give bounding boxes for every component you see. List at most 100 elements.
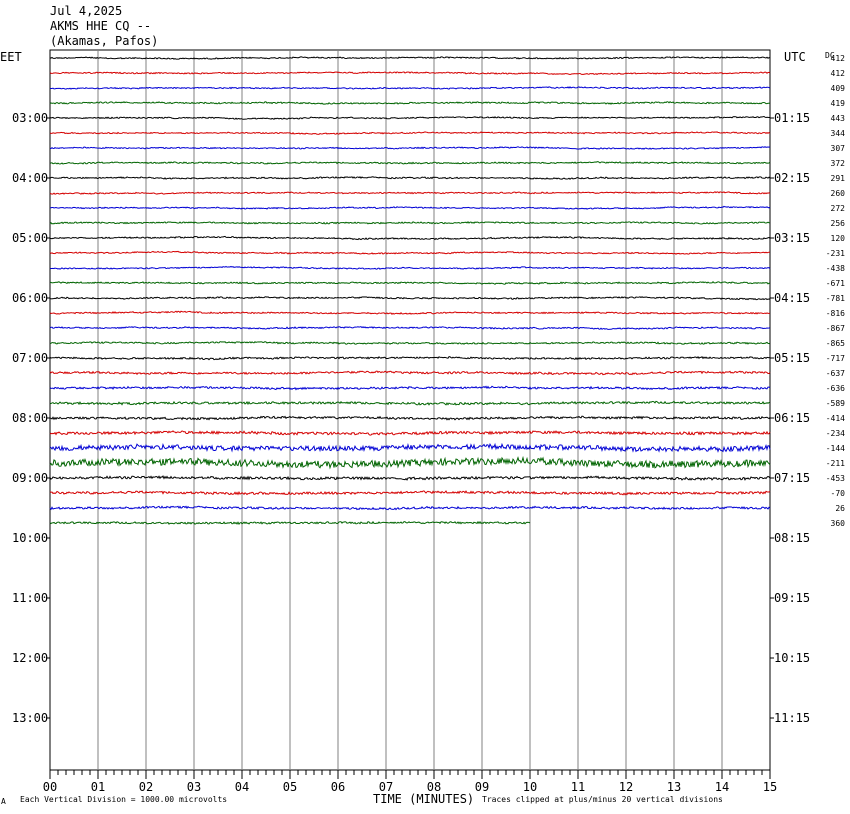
trace-line (49, 475, 771, 481)
scale-note: Each Vertical Division = 1000.00 microvo… (20, 795, 227, 804)
dc-offset-label: 26 (835, 504, 845, 513)
trace-line (49, 235, 771, 241)
dc-offset-label: 360 (831, 519, 846, 528)
trace-line (49, 415, 771, 421)
left-time-label: 09:00 (12, 471, 48, 485)
trace-line (49, 356, 771, 361)
dc-offset-label: -867 (826, 324, 845, 333)
left-time-label: 06:00 (12, 291, 48, 305)
x-axis: 00 01 02 03 04 05 06 07 08 09 10 11 12 13 14 15 (43, 770, 777, 794)
dc-offset-label: 256 (831, 219, 846, 228)
dc-offset-label: 412 (831, 69, 846, 78)
right-time-label: 07:15 (774, 471, 810, 485)
trace-line (49, 191, 771, 195)
right-timezone-label: UTC (784, 50, 806, 64)
trace-line (49, 86, 771, 90)
x-tick-label: 11 (571, 780, 585, 794)
station-location: (Akamas, Pafos) (50, 34, 158, 48)
time-labels: 03:00 01:15 04:00 02:15 05:00 03:15 06:00 04:15… (12, 111, 810, 725)
dc-offset-label: 419 (831, 99, 846, 108)
left-time-label: 11:00 (12, 591, 48, 605)
trace-line (49, 520, 531, 525)
trace-line (49, 221, 771, 225)
minute-gridlines (97, 50, 723, 770)
x-tick-label: 00 (43, 780, 57, 794)
trace-line (49, 265, 771, 270)
trace-line (49, 115, 771, 120)
left-time-label: 10:00 (12, 531, 48, 545)
dc-offset-label: 120 (831, 234, 846, 243)
dc-offset-label: -144 (826, 444, 845, 453)
dc-offset-label: 372 (831, 159, 846, 168)
trace-line (49, 176, 771, 180)
left-time-label: 03:00 (12, 111, 48, 125)
x-tick-label: 07 (379, 780, 393, 794)
dc-offset-label: -414 (826, 414, 845, 423)
left-time-label: 08:00 (12, 411, 48, 425)
x-tick-label: 10 (523, 780, 537, 794)
x-tick-label: 15 (763, 780, 777, 794)
trace-line (49, 442, 771, 453)
trace-line (49, 505, 771, 511)
right-time-label: 01:15 (774, 111, 810, 125)
x-tick-label: 01 (91, 780, 105, 794)
trace-line (49, 56, 771, 60)
dc-offset-label: 412 (831, 54, 846, 63)
trace-line (49, 430, 771, 436)
x-tick-label: 02 (139, 780, 153, 794)
trace-line (49, 455, 771, 470)
x-tick-label: 04 (235, 780, 249, 794)
seismic-traces (49, 56, 771, 525)
dc-offset-label: 443 (831, 114, 846, 123)
x-tick-label: 12 (619, 780, 633, 794)
left-time-label: 12:00 (12, 651, 48, 665)
dc-offset-label: -636 (826, 384, 845, 393)
x-tick-label: 13 (667, 780, 681, 794)
trace-line (49, 400, 771, 406)
dc-offset-label: -865 (826, 339, 845, 348)
station-code: AKMS HHE CQ -- (50, 19, 151, 33)
right-time-label: 02:15 (774, 171, 810, 185)
dc-offset-label: 409 (831, 84, 846, 93)
trace-line (49, 280, 771, 285)
left-timezone-label: EET (0, 50, 22, 64)
trace-line (49, 161, 771, 165)
trace-line (49, 205, 771, 210)
trace-line (49, 326, 771, 330)
chart-date: Jul 4,2025 (50, 4, 122, 18)
right-time-label: 03:15 (774, 231, 810, 245)
trace-line (49, 146, 771, 150)
trace-line (49, 490, 771, 496)
trace-line (49, 296, 771, 301)
dc-offset-label: -816 (826, 309, 845, 318)
dc-offset-label: -589 (826, 399, 845, 408)
dc-offset-label: -637 (826, 369, 845, 378)
x-tick-label: 05 (283, 780, 297, 794)
right-time-label: 05:15 (774, 351, 810, 365)
plot-frame (49, 49, 771, 771)
left-time-label: 05:00 (12, 231, 48, 245)
dc-offset-label: -438 (826, 264, 845, 273)
x-tick-label: 08 (427, 780, 441, 794)
dc-offset-label: -231 (826, 249, 845, 258)
x-tick-label: 14 (715, 780, 729, 794)
left-time-label: 13:00 (12, 711, 48, 725)
footer-mark: A (1, 797, 6, 806)
trace-line (49, 131, 771, 135)
dc-offset-label: -234 (826, 429, 845, 438)
trace-line (49, 370, 771, 376)
x-tick-label: 06 (331, 780, 345, 794)
trace-line (49, 250, 771, 255)
dc-offset-label: -781 (826, 294, 845, 303)
dc-header-label: DC (825, 51, 835, 60)
right-time-label: 04:15 (774, 291, 810, 305)
dc-offset-label: 272 (831, 204, 846, 213)
trace-line (49, 310, 771, 315)
dc-offset-label: 291 (831, 174, 846, 183)
dc-offset-label: -211 (826, 459, 845, 468)
left-time-label: 07:00 (12, 351, 48, 365)
right-time-label: 11:15 (774, 711, 810, 725)
right-time-label: 06:15 (774, 411, 810, 425)
dc-offset-label: 307 (831, 144, 846, 153)
